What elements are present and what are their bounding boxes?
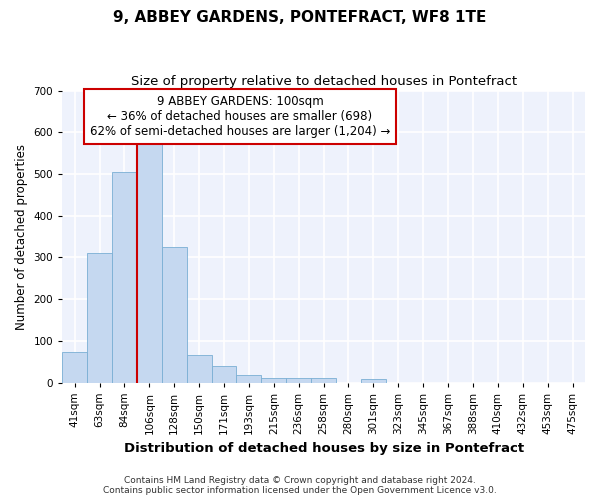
Bar [162, 247, 187, 382]
Bar [87, 253, 112, 382]
Text: 9 ABBEY GARDENS: 100sqm
← 36% of detached houses are smaller (698)
62% of semi-d: 9 ABBEY GARDENS: 100sqm ← 36% of detache… [90, 95, 390, 138]
Bar [187, 354, 212, 382]
Bar [262, 378, 286, 382]
Bar [311, 378, 336, 382]
Bar [62, 352, 87, 382]
Bar [112, 172, 137, 382]
Bar [361, 379, 386, 382]
Title: Size of property relative to detached houses in Pontefract: Size of property relative to detached ho… [131, 75, 517, 88]
Bar [212, 366, 236, 382]
Bar [286, 378, 311, 382]
Y-axis label: Number of detached properties: Number of detached properties [15, 144, 28, 330]
Bar [236, 375, 262, 382]
Bar [137, 142, 162, 382]
X-axis label: Distribution of detached houses by size in Pontefract: Distribution of detached houses by size … [124, 442, 524, 455]
Text: 9, ABBEY GARDENS, PONTEFRACT, WF8 1TE: 9, ABBEY GARDENS, PONTEFRACT, WF8 1TE [113, 10, 487, 25]
Text: Contains HM Land Registry data © Crown copyright and database right 2024.
Contai: Contains HM Land Registry data © Crown c… [103, 476, 497, 495]
